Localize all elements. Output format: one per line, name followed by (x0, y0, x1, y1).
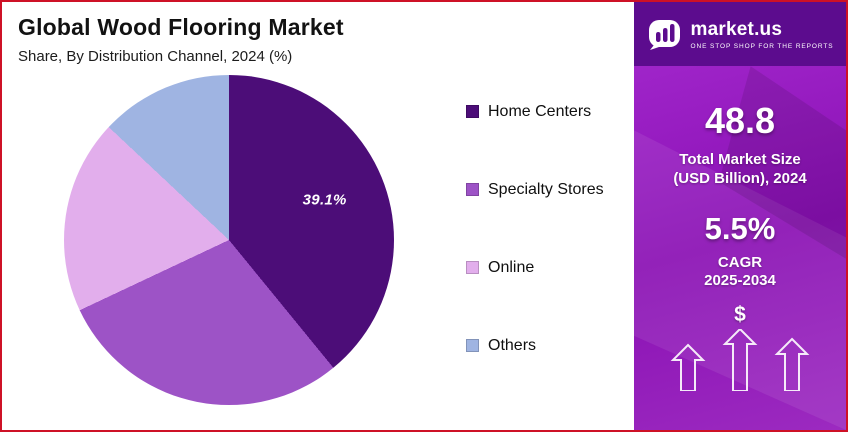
chart-row: 39.1% Home Centers Specialty Stores Online… (18, 75, 631, 405)
pie-wrap: 39.1% (64, 75, 394, 405)
market-size-label-line1: Total Market Size (679, 151, 801, 168)
legend-swatch (466, 183, 479, 196)
legend-item-others: Others (466, 335, 604, 356)
logo-band: market.us ONE STOP SHOP FOR THE REPORTS (634, 2, 846, 66)
page-title: Global Wood Flooring Market (18, 14, 344, 40)
legend-item-specialty-stores: Specialty Stores (466, 179, 604, 200)
marketus-logo-icon (648, 20, 680, 50)
legend-label: Others (488, 336, 537, 354)
chart-section: Global Wood Flooring Market Share, By Di… (2, 2, 631, 430)
pie-slice-label: 39.1% (302, 191, 347, 209)
legend-swatch (466, 339, 479, 352)
legend-item-online: Online (466, 257, 604, 278)
brand-name: market.us (690, 18, 783, 40)
cagr-label-line1: CAGR (717, 253, 763, 271)
chart-subtitle: Share, By Distribution Channel, 2024 (%) (18, 48, 293, 65)
cagr-label: CAGR 2025-2034 (704, 254, 776, 292)
legend: Home Centers Specialty Stores Online Others (466, 101, 604, 356)
legend-label: Specialty Stores (488, 180, 604, 198)
brand-tagline: ONE STOP SHOP FOR THE REPORTS (690, 42, 834, 50)
market-size-value: 48.8 (704, 100, 776, 141)
legend-label: Home Centers (488, 102, 592, 120)
cagr-value: 5.5% (704, 210, 776, 246)
legend-item-home-centers: Home Centers (466, 101, 604, 122)
legend-swatch (466, 261, 479, 274)
dollar-symbol: $ (734, 303, 746, 326)
market-size-label: Total Market Size (USD Billion), 2024 (673, 151, 806, 189)
legend-label: Online (488, 258, 535, 276)
sidebar-panel: market.us ONE STOP SHOP FOR THE REPORTS … (631, 2, 846, 430)
growth-arrows-icon (670, 329, 810, 391)
brand-text: market.us ONE STOP SHOP FOR THE REPORTS (691, 19, 834, 50)
market-size-label-line2: (USD Billion), 2024 (673, 169, 807, 187)
pie-chart (64, 75, 394, 405)
legend-swatch (466, 105, 479, 118)
cagr-label-line2: 2025-2034 (704, 272, 776, 290)
